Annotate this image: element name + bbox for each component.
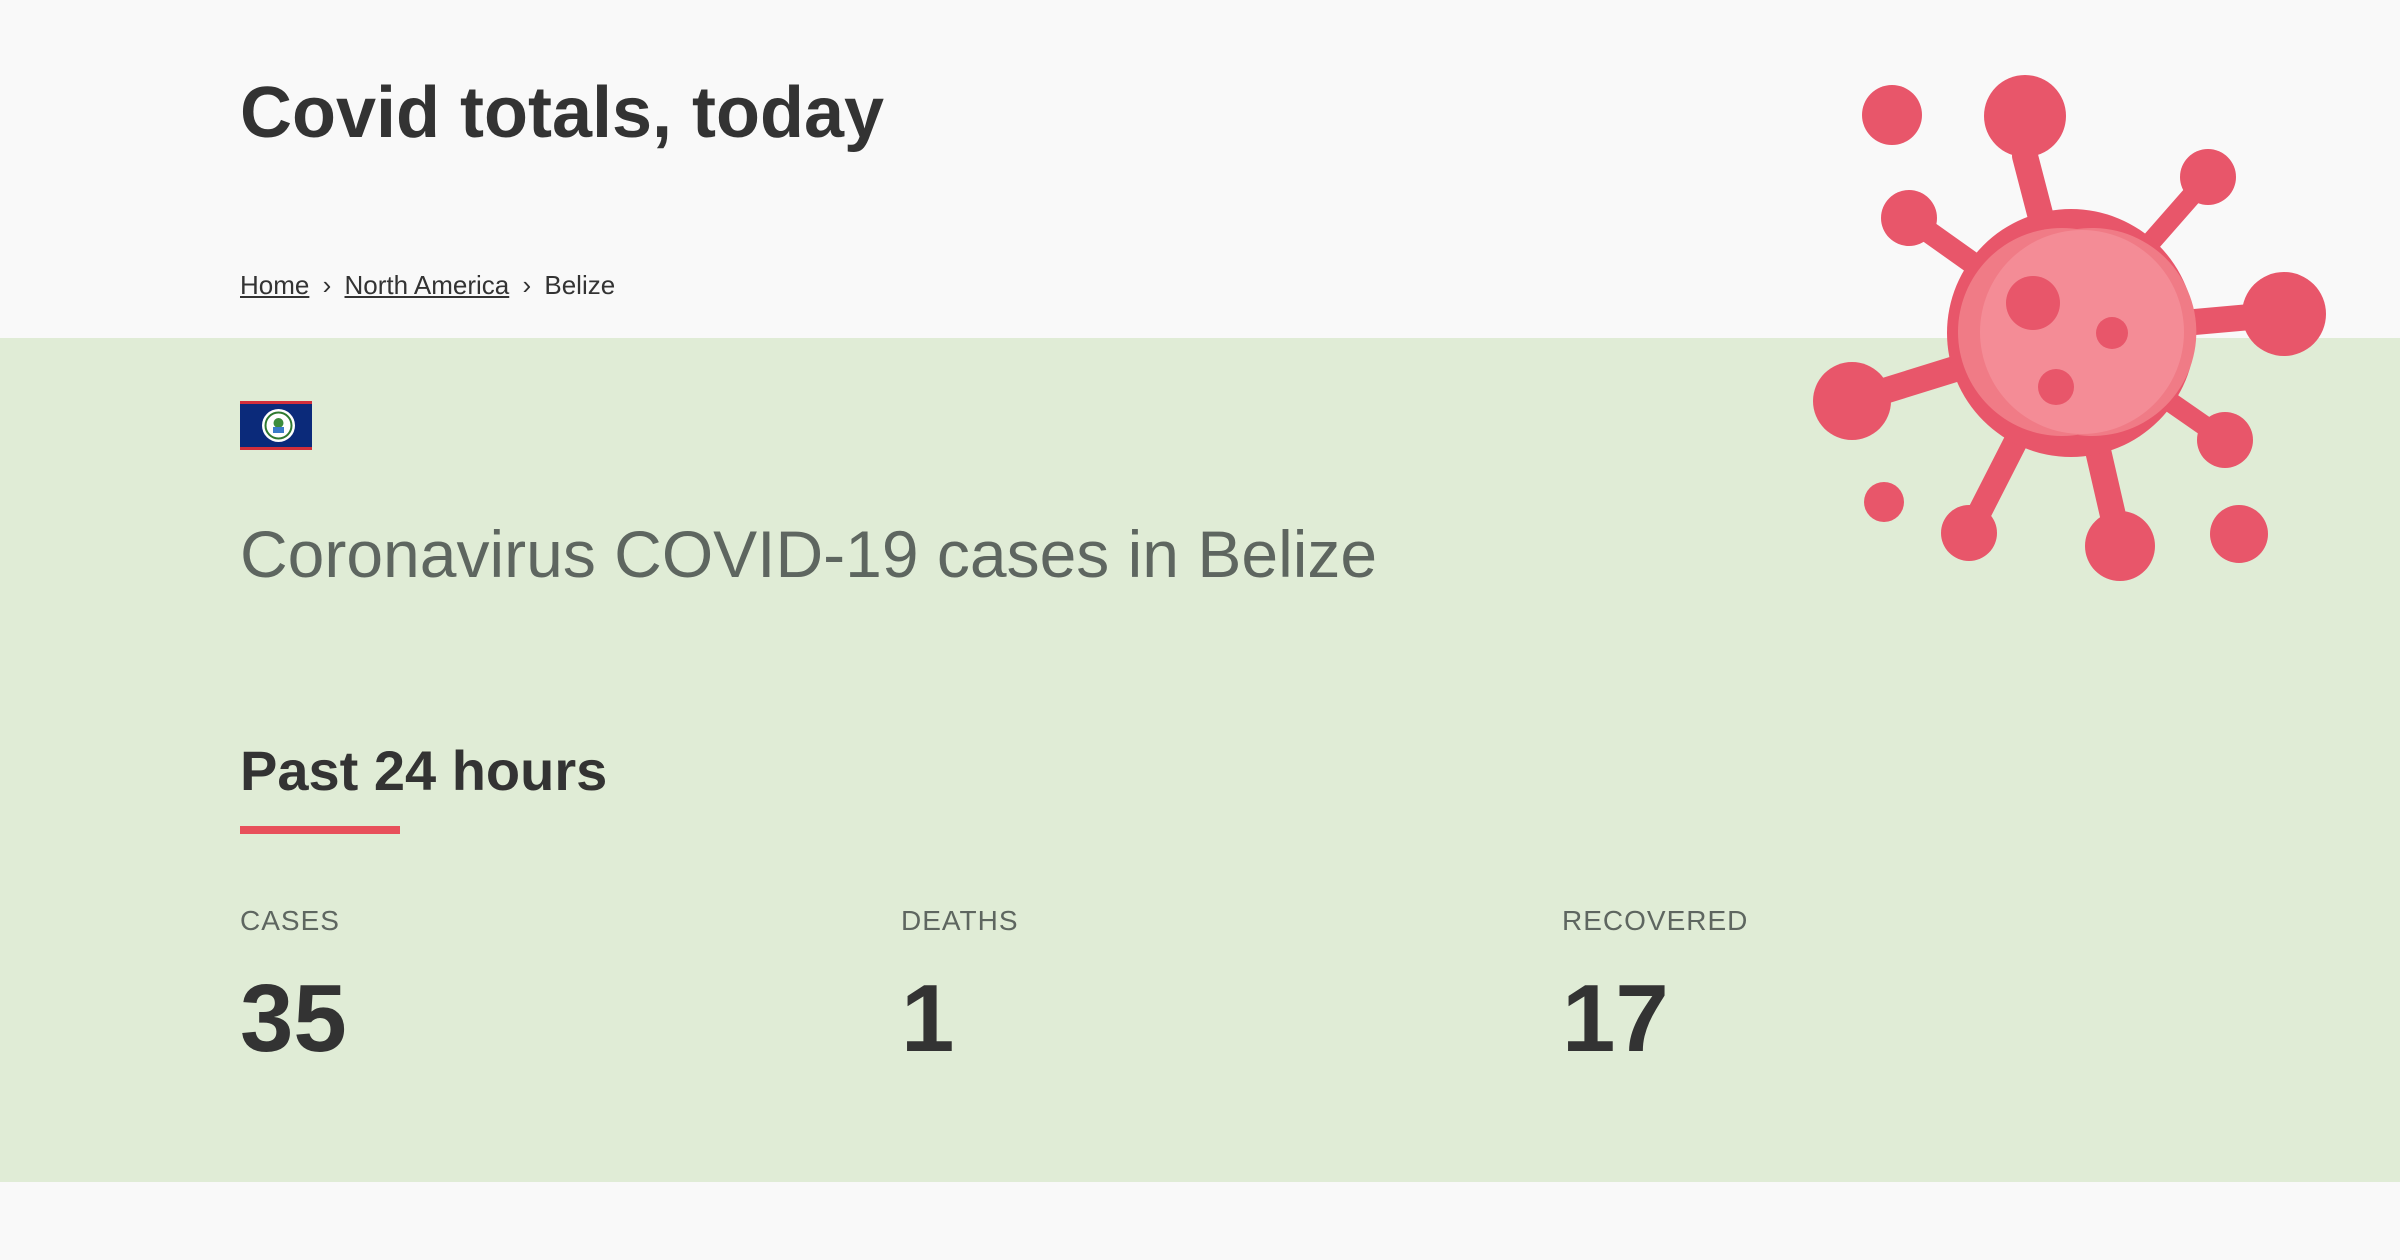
stat-recovered: RECOVERED 17: [1562, 905, 1748, 1067]
stat-label: RECOVERED: [1562, 905, 1749, 936]
section-underline: [240, 826, 400, 834]
breadcrumb: Home › North America › Belize: [240, 270, 615, 301]
header: Covid totals, today Home › North America…: [0, 0, 2400, 338]
stat-value: 1: [901, 965, 955, 1072]
stat-value: 17: [1562, 965, 1669, 1072]
breadcrumb-separator: ›: [322, 270, 332, 300]
page-heading: Coronavirus COVID-19 cases in Belize: [240, 517, 1378, 591]
breadcrumb-region-link[interactable]: North America: [344, 270, 510, 300]
virus-icon: [1813, 75, 2326, 581]
section-title: Past 24 hours: [240, 739, 608, 802]
breadcrumb-separator: ›: [522, 270, 532, 300]
stat-cases: CASES 35: [240, 905, 347, 1067]
belize-flag-icon: [240, 401, 312, 450]
flag-seal: [262, 409, 295, 442]
breadcrumb-home-link[interactable]: Home: [240, 270, 310, 300]
stat-label: DEATHS: [901, 905, 1019, 936]
stat-label: CASES: [240, 905, 340, 936]
site-title: Covid totals, today: [240, 73, 885, 153]
breadcrumb-current: Belize: [544, 270, 616, 300]
stat-value: 35: [240, 965, 347, 1072]
stat-deaths: DEATHS 1: [901, 905, 1019, 1067]
